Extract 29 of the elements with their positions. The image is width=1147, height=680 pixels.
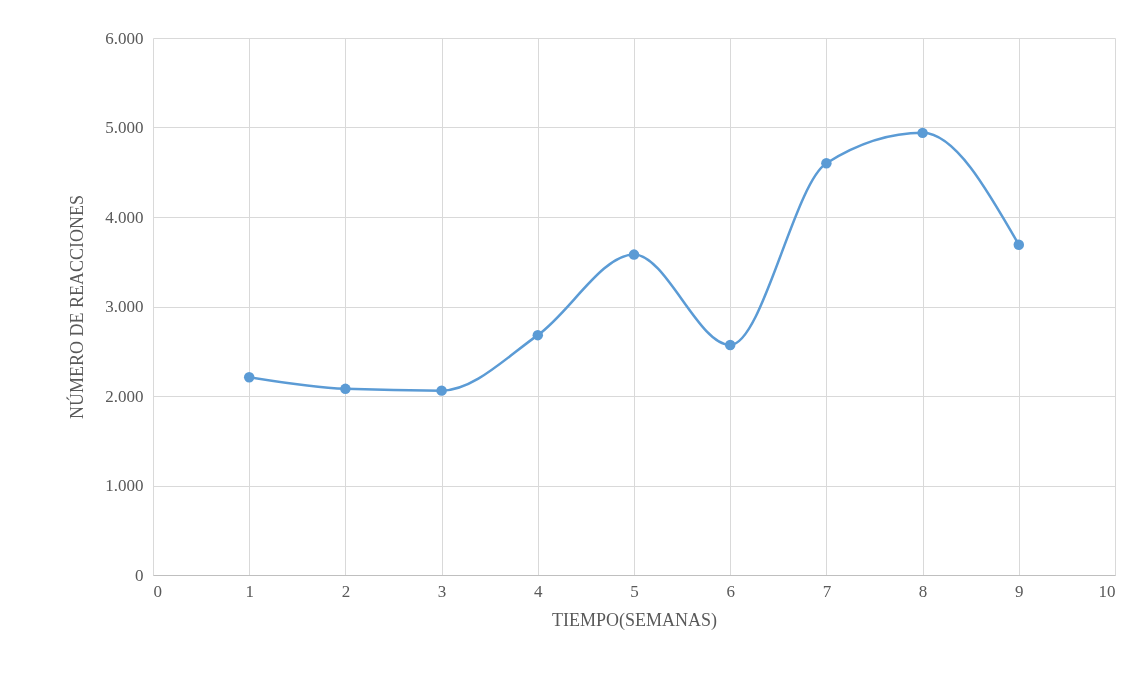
point xyxy=(1013,239,1025,250)
point xyxy=(243,371,255,383)
x-axis-title: TIEMPO(SEMANAS) xyxy=(551,609,718,631)
point xyxy=(628,249,640,260)
point xyxy=(340,383,351,395)
x-tick-label: 5 xyxy=(630,581,639,601)
y-tick-label: 3.000 xyxy=(105,297,144,316)
y-tick-label: 6.000 xyxy=(105,28,144,48)
x-tick-label: 8 xyxy=(918,581,928,601)
point xyxy=(532,329,544,341)
x-tick-label: 6 xyxy=(726,581,735,601)
point xyxy=(821,158,832,169)
y-tick-label: 4.000 xyxy=(105,207,144,227)
x-tick-label: 2 xyxy=(341,581,351,601)
y-axis-title: NÚMERO DE REACCIONES xyxy=(66,194,88,420)
y-tick-label: 1.000 xyxy=(105,476,144,495)
point xyxy=(917,127,928,139)
x-tick-label: 4 xyxy=(534,581,544,601)
y-tick-label: 2.000 xyxy=(105,386,144,406)
y-tick-label: 5.000 xyxy=(105,118,144,137)
x-tick-label: 0 xyxy=(153,581,162,601)
point xyxy=(436,385,447,396)
x-tick-label: 10 xyxy=(1098,581,1116,601)
y-tick-label: 0 xyxy=(135,565,144,585)
x-tick-label: 3 xyxy=(437,581,447,601)
point xyxy=(724,339,736,351)
x-tick-label: 1 xyxy=(245,581,254,601)
x-tick-label: 9 xyxy=(1015,581,1024,601)
x-tick-label: 7 xyxy=(822,581,832,601)
